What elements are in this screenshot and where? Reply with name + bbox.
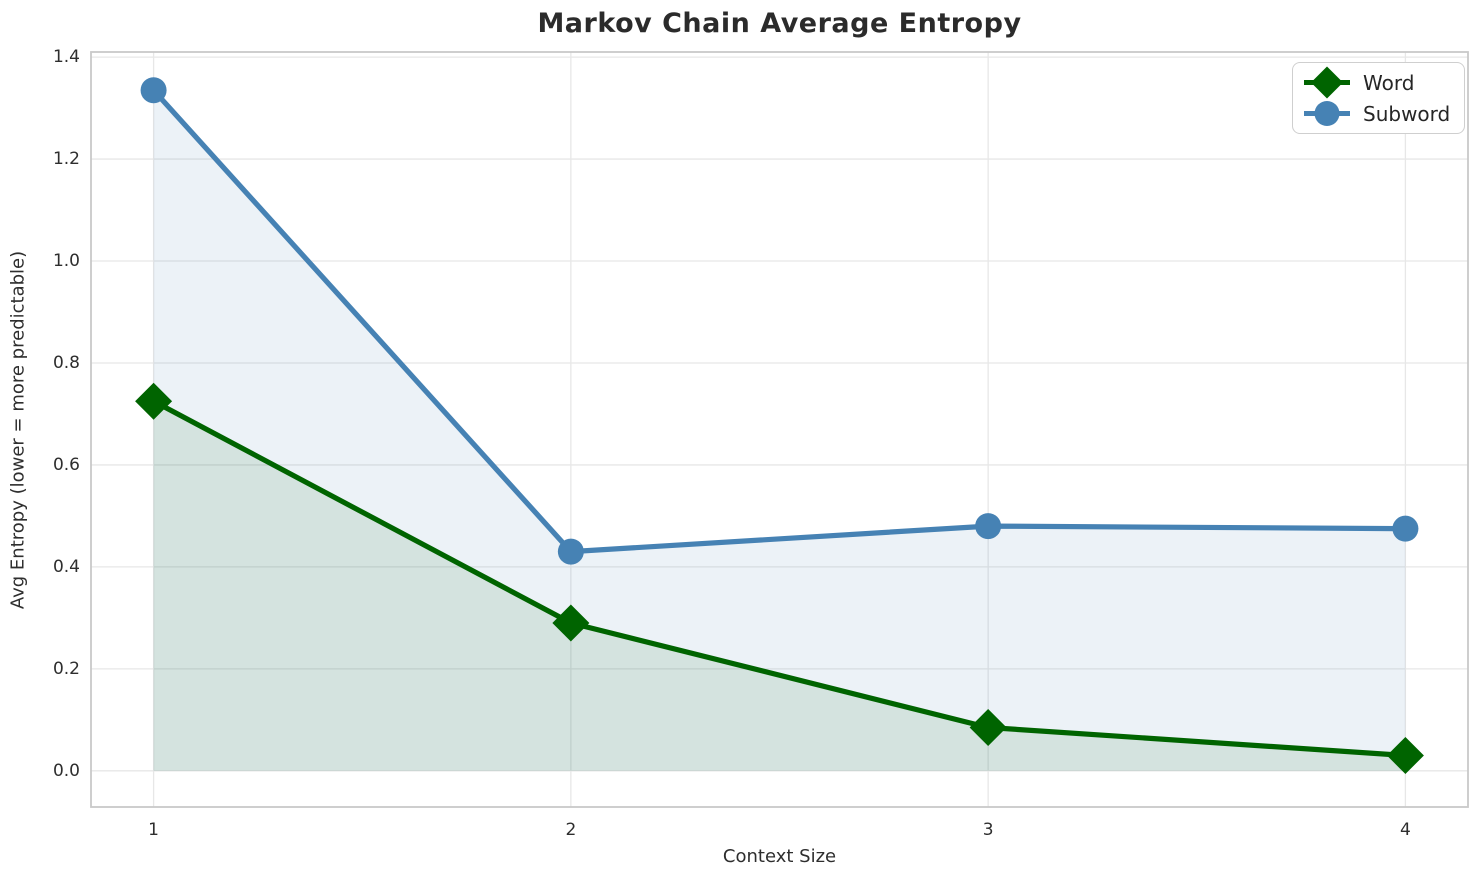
subword-line [151,88,1406,555]
y-tick-label: 0.6 [52,454,80,475]
y-tick-label: 1.4 [52,47,80,68]
word-line [152,398,1406,759]
y-tick-label: 1.2 [52,149,80,170]
legend-label-subword: Subword [1363,101,1451,126]
chart-title: Markov Chain Average Entropy [537,8,1022,39]
y-tick-label: 1.0 [52,251,80,271]
y-tick-label: 0.4 [52,556,80,577]
y-axis-label: Avg Entropy (lower = more predictable) [7,250,29,610]
x-tick-label: 4 [1399,820,1411,840]
y-tick-label: 0.0 [52,760,80,781]
word-area-fill [153,401,1406,771]
word-marker [969,708,1007,746]
subword-marker [1392,515,1419,542]
legend-item-subword: Subword [1301,98,1450,129]
y-tick-label: 0.2 [52,658,80,679]
y-tick-label: 0.8 [52,352,80,373]
x-axis-label: Context Size [722,846,837,867]
x-tick-label: 3 [982,820,994,840]
subword-marker [557,538,584,565]
word-marker [552,604,590,642]
legend-label-word: Word [1363,70,1415,95]
subword-area-fill [153,90,1406,771]
legend-item-word: Word [1301,66,1450,99]
x-tick-label: 2 [565,820,577,840]
subword-marker [140,77,167,104]
subword-circle-marker-icon [1304,101,1350,126]
legend: Word Subword [1292,62,1466,134]
x-tick-label: 1 [148,820,159,840]
word-marker [1386,737,1424,775]
subword-marker [975,513,1002,540]
word-marker [135,382,173,420]
plot-border [90,51,1469,808]
word-diamond-marker-icon [1304,66,1350,99]
